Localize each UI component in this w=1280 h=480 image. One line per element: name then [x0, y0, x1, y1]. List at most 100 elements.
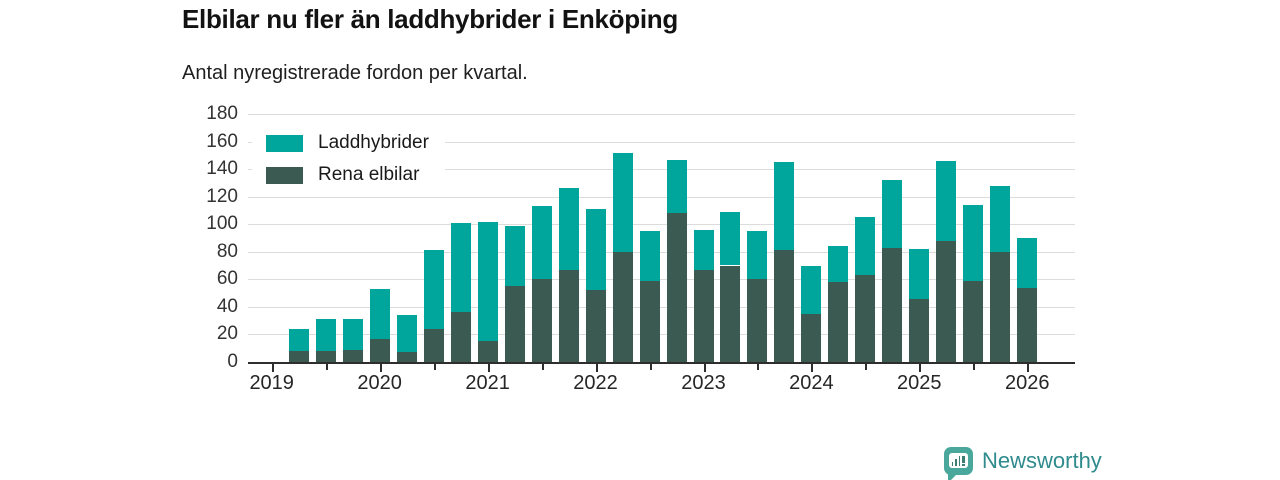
exclamation-icon [961, 456, 965, 466]
bar-segment-rena-elbilar [855, 275, 876, 362]
chart-subtitle: Antal nyregistrerade fordon per kvartal. [182, 62, 528, 84]
bar-segment-rena-elbilar [774, 250, 795, 362]
x-axis-minor-tick [757, 364, 760, 370]
legend: Laddhybrider Rena elbilar [252, 125, 445, 195]
gridline [248, 279, 1075, 281]
plot-area: 0 20 40 60 80 100 120 140 160 180 2019 2020 2021 202… [206, 104, 1075, 394]
bar-segment-rena-elbilar [369, 338, 390, 362]
y-tick-label: 80 [216, 240, 238, 262]
y-tick-label: 40 [216, 295, 238, 317]
bar-segment-laddhybrider [828, 246, 849, 283]
gridline [248, 334, 1075, 336]
bar-segment-laddhybrider [639, 231, 660, 281]
bar-segment-rena-elbilar [342, 349, 363, 362]
bar-segment-laddhybrider [774, 162, 795, 251]
x-axis-major-tick [811, 364, 814, 372]
x-axis-major-tick [487, 364, 490, 372]
x-axis-minor-tick [649, 364, 652, 370]
gridline [248, 114, 1075, 115]
x-tick-label: 2020 [357, 372, 402, 394]
bar-segment-laddhybrider [396, 315, 417, 353]
x-tick-label: 2023 [681, 372, 726, 394]
bar-segment-rena-elbilar [558, 269, 579, 362]
bar-segment-laddhybrider [963, 204, 984, 281]
y-tick-label: 100 [206, 213, 238, 235]
bar-segment-laddhybrider [936, 160, 957, 241]
bar-segment-rena-elbilar [666, 213, 687, 362]
x-axis-minor-tick [325, 364, 328, 370]
bar-segment-rena-elbilar [801, 313, 822, 362]
bar-segment-laddhybrider [288, 328, 309, 351]
bar-segment-rena-elbilar [1017, 287, 1038, 362]
bar-segment-laddhybrider [990, 185, 1011, 252]
x-axis-minor-tick [433, 364, 436, 370]
bar-segment-rena-elbilar [396, 352, 417, 362]
bar-segment-laddhybrider [450, 222, 471, 313]
bar-segment-rena-elbilar [585, 290, 606, 362]
bar-segment-rena-elbilar [288, 351, 309, 362]
legend-item: Laddhybrider [266, 132, 429, 154]
bar-segment-laddhybrider [612, 152, 633, 252]
legend-label: Rena elbilar [318, 164, 420, 185]
legend-swatch [266, 134, 303, 152]
newsworthy-logo-text: Newsworthy [982, 448, 1102, 473]
legend-label: Laddhybrider [318, 132, 429, 153]
legend-swatch [266, 166, 303, 184]
bar-segment-rena-elbilar [828, 282, 849, 362]
bar-segment-laddhybrider [585, 209, 606, 291]
x-tick-label: 2022 [573, 372, 618, 394]
chart-title: Elbilar nu fler än laddhybrider i Enköpi… [182, 4, 678, 34]
gridline [248, 141, 1075, 143]
x-axis-major-tick [595, 364, 598, 372]
bar-segment-laddhybrider [801, 265, 822, 314]
x-tick-label: 2026 [1005, 372, 1050, 394]
bar-segment-laddhybrider [369, 289, 390, 339]
x-tick-label: 2024 [789, 372, 834, 394]
y-tick-label: 140 [206, 158, 238, 180]
x-axis-major-tick [703, 364, 706, 372]
bar-segment-laddhybrider [504, 225, 525, 287]
x-axis-major-tick [379, 364, 382, 372]
y-tick-label: 60 [216, 268, 238, 290]
bar-segment-rena-elbilar [531, 279, 552, 362]
bar-segment-rena-elbilar [909, 298, 930, 362]
bar-segment-laddhybrider [558, 188, 579, 270]
x-axis-major-tick [271, 364, 274, 372]
bar-segment-laddhybrider [693, 229, 714, 270]
x-axis-line [248, 362, 1075, 364]
bar-segment-rena-elbilar [882, 247, 903, 362]
y-tick-label: 120 [206, 185, 238, 207]
y-tick-label: 160 [206, 130, 238, 152]
x-axis-major-tick [919, 364, 922, 372]
mini-barchart-icon [949, 453, 968, 468]
newsworthy-logo: Newsworthy [944, 447, 1102, 480]
x-tick-label: 2025 [897, 372, 942, 394]
bar-segment-rena-elbilar [612, 251, 633, 362]
y-tick-label: 0 [227, 351, 238, 372]
x-axis-minor-tick [865, 364, 868, 370]
bar-segment-rena-elbilar [936, 240, 957, 362]
x-tick-label: 2021 [465, 372, 510, 394]
bar-segment-laddhybrider [315, 319, 336, 351]
gridline [248, 169, 1075, 171]
bar-segment-laddhybrider [531, 206, 552, 280]
bar-segment-rena-elbilar [477, 341, 498, 362]
bar-segment-rena-elbilar [639, 280, 660, 362]
y-tick-label: 20 [216, 323, 238, 345]
bar-segment-laddhybrider [720, 211, 741, 266]
x-axis-minor-tick [973, 364, 976, 370]
bar-segment-laddhybrider [423, 250, 444, 329]
bar-segment-laddhybrider [666, 159, 687, 214]
bar-segment-rena-elbilar [423, 328, 444, 362]
bar-segment-laddhybrider [477, 221, 498, 342]
bar-segment-laddhybrider [342, 319, 363, 350]
legend-item: Rena elbilar [266, 164, 429, 186]
x-axis-minor-tick [541, 364, 544, 370]
bar-segment-rena-elbilar [504, 286, 525, 362]
x-axis-major-tick [1027, 364, 1030, 372]
gridline [248, 306, 1075, 308]
bar-segment-rena-elbilar [747, 279, 768, 362]
bar-segment-laddhybrider [909, 249, 930, 299]
bar-segment-rena-elbilar [693, 269, 714, 362]
